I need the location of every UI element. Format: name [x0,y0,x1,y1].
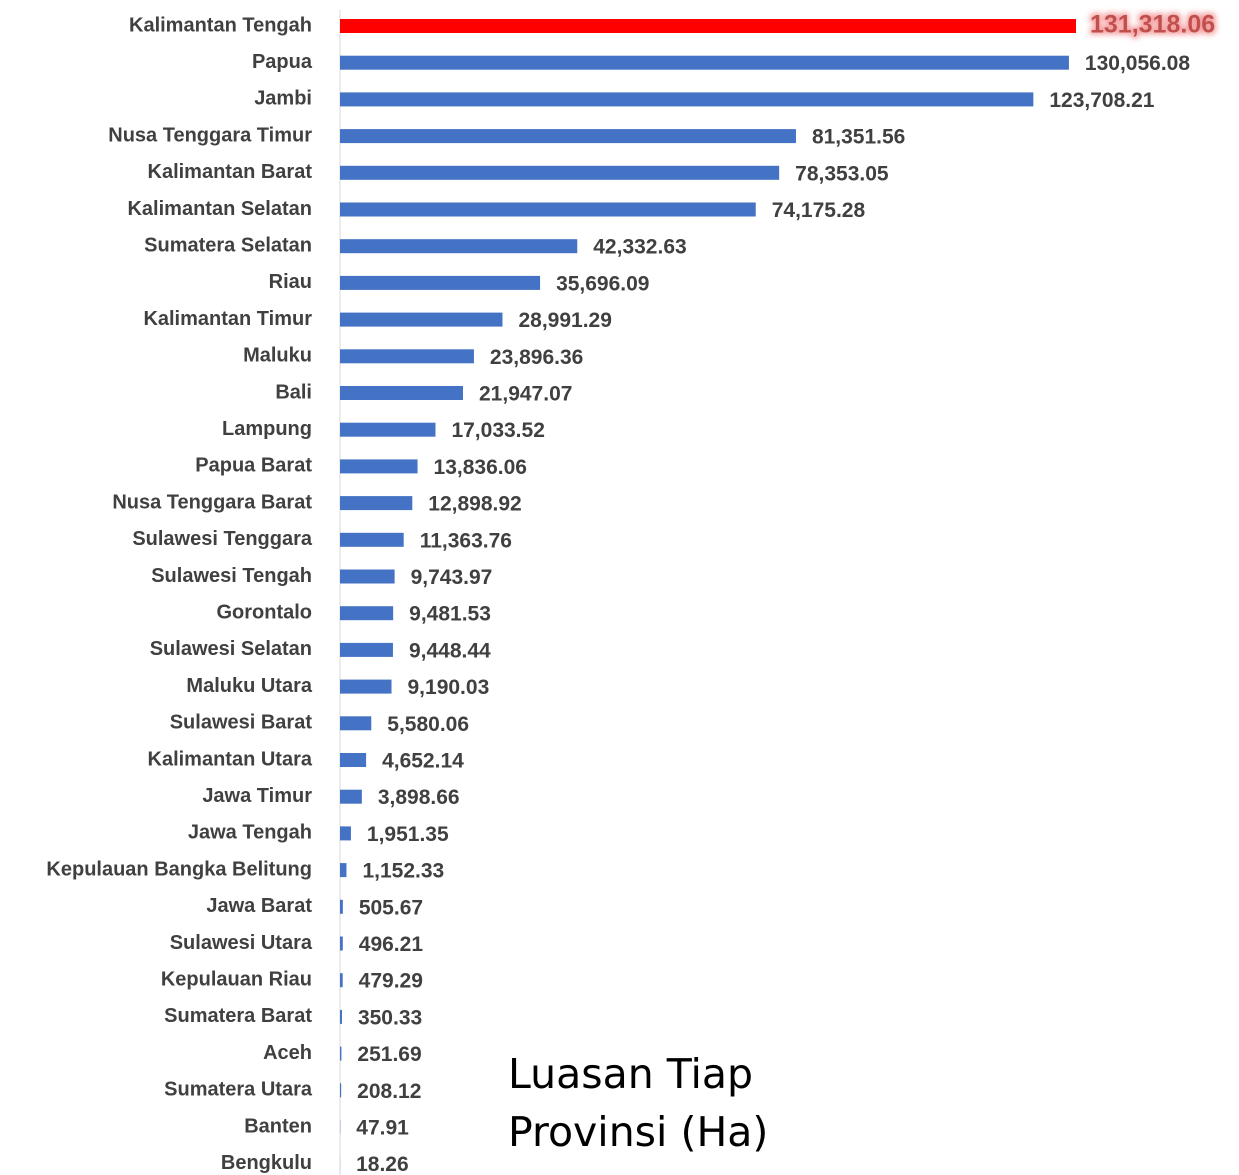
category-label: Banten [244,1115,312,1137]
value-label: 74,175.28 [772,199,866,222]
bar [340,459,418,474]
value-label: 78,353.05 [795,162,889,185]
value-label: 1,951.35 [367,823,449,846]
value-label: 23,896.36 [490,346,583,369]
category-label: Nusa Tenggara Barat [112,491,312,513]
category-label: Sulawesi Utara [170,932,313,954]
category-label: Kepulauan Riau [161,968,312,990]
value-label: 479.29 [359,970,423,993]
category-label: Gorontalo [216,601,312,623]
bar [340,753,367,767]
value-label: 11,363.76 [420,529,512,552]
bar [340,899,343,914]
bar [340,349,474,364]
chart-title: Luasan Tiap Provinsi (Ha) [508,1050,769,1156]
value-label: 21,947.07 [479,383,572,406]
category-label: Riau [269,271,312,293]
bar [340,312,503,327]
category-label: Sumatera Selatan [144,234,312,256]
category-label: Kalimantan Utara [148,748,313,770]
category-label: Kalimantan Tengah [129,14,312,36]
bar [340,789,362,804]
bar [340,642,393,657]
bar [340,1046,342,1061]
value-label: 47.91 [356,1117,409,1140]
value-label: 81,351.56 [812,126,905,149]
category-label: Jawa Timur [202,785,312,807]
value-label: 5,580.06 [387,713,469,736]
category-label: Maluku Utara [186,675,312,697]
category-label: Nusa Tenggara Timur [108,124,312,146]
value-label: 9,743.97 [411,566,493,589]
bar [340,679,392,694]
value-label: 505.67 [359,896,423,919]
bar [340,973,343,988]
category-label: Kalimantan Selatan [127,198,312,220]
value-label: 123,708.21 [1049,89,1154,112]
bar [340,19,1076,33]
bar [340,496,413,511]
category-label: Sumatera Utara [164,1079,313,1101]
value-label: 9,448.44 [409,639,491,662]
category-label: Bengkulu [221,1152,312,1174]
value-label: 18.26 [356,1153,409,1175]
category-label: Kalimantan Timur [143,308,312,330]
bar [340,202,756,217]
bar [340,386,464,400]
category-label: Sulawesi Tengah [151,565,312,587]
value-label: 1,152.33 [362,860,444,883]
bar [340,1083,342,1098]
bar [340,606,394,621]
category-label: Kepulauan Bangka Belitung [46,858,312,880]
bar [340,863,347,878]
bar [340,532,404,547]
category-label: Sulawesi Tenggara [132,528,313,550]
bar [340,1009,342,1024]
bar [340,826,351,841]
category-label: Kalimantan Barat [148,161,313,183]
bar [340,275,541,290]
bar [340,55,1069,70]
category-label: Jawa Barat [206,895,312,917]
category-label: Maluku [243,345,312,367]
value-label: 17,033.52 [451,419,544,442]
value-label: 131,318.06 [1090,11,1215,39]
value-label: 12,898.92 [428,493,521,516]
value-label: 35,696.09 [556,272,649,295]
category-label: Papua [252,51,313,73]
category-label: Sumatera Barat [164,1005,312,1027]
category-label: Papua Barat [195,455,312,477]
bar [340,129,796,144]
category-label: Bali [275,381,312,403]
value-label: 9,190.03 [408,676,490,699]
category-label: Jawa Tengah [188,822,312,844]
value-label: 28,991.29 [518,309,611,332]
category-label: Sulawesi Selatan [150,638,312,660]
category-label: Lampung [222,418,312,440]
value-label: 208.12 [357,1080,421,1103]
value-label: 496.21 [359,933,424,956]
bar [340,165,780,180]
value-label: 4,652.14 [382,750,464,773]
value-label: 13,836.06 [434,456,527,479]
value-label: 130,056.08 [1085,52,1190,75]
bar [340,569,395,584]
bar [340,716,372,731]
value-label: 350.33 [358,1006,422,1029]
value-label: 251.69 [357,1043,421,1066]
bar [340,936,343,951]
category-label: Sulawesi Barat [170,712,313,734]
value-label: 9,481.53 [409,603,491,626]
value-label: 42,332.63 [593,236,686,259]
bar [340,239,578,254]
category-label: Jambi [254,88,312,110]
bar [340,92,1034,107]
category-label: Aceh [263,1042,312,1064]
value-label: 3,898.66 [378,786,460,809]
bar [340,422,436,437]
